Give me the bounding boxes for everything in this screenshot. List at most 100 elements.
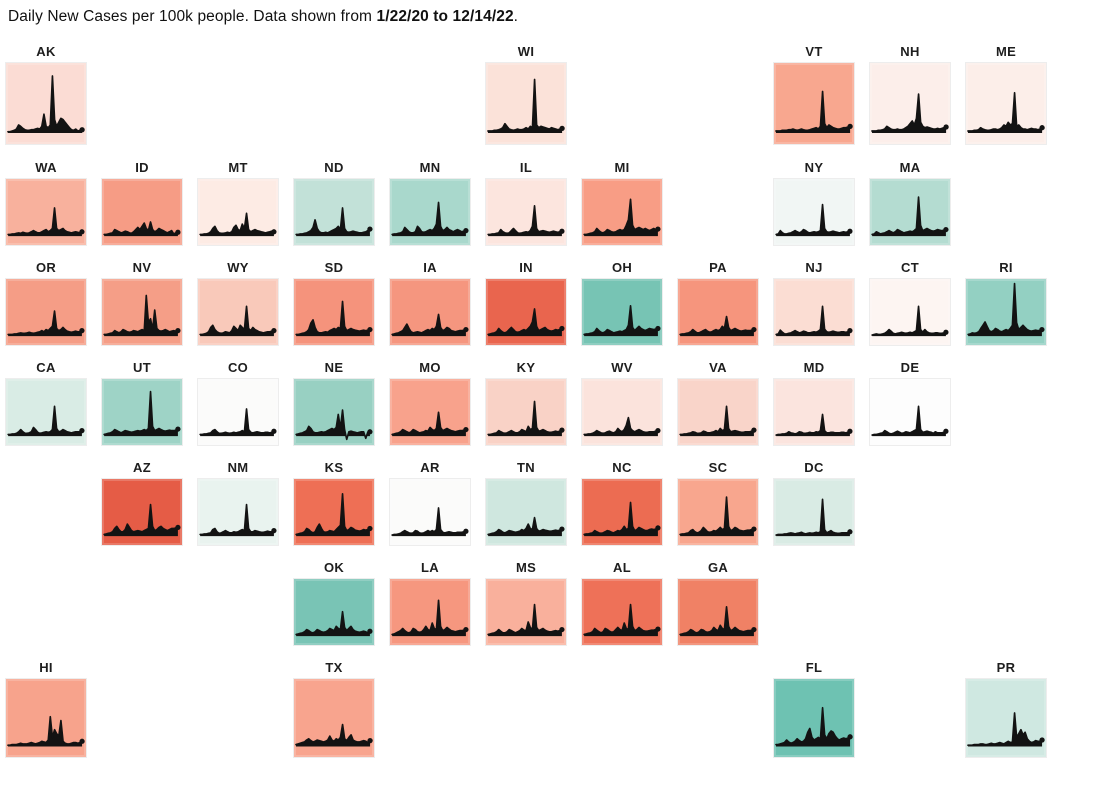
state-sparkline[interactable] — [293, 478, 375, 546]
state-sparkline[interactable] — [485, 62, 567, 145]
state-label: TX — [325, 660, 343, 675]
state-sparkline[interactable] — [965, 62, 1047, 145]
state-sparkline[interactable] — [197, 178, 279, 246]
state-sparkline[interactable] — [869, 178, 951, 246]
state-sparkline[interactable] — [389, 378, 471, 446]
state-sparkline[interactable] — [101, 378, 183, 446]
state-sparkline[interactable] — [773, 278, 855, 346]
endpoint-dot — [655, 525, 661, 531]
state-sparkline[interactable] — [485, 278, 567, 346]
state-sparkline[interactable] — [389, 178, 471, 246]
state-sparkline[interactable] — [581, 278, 663, 346]
state-sparkline[interactable] — [581, 478, 663, 546]
state-sparkline[interactable] — [773, 378, 855, 446]
state-sparkline[interactable] — [773, 178, 855, 246]
sparkline-fill — [8, 311, 82, 337]
state-sparkline[interactable] — [773, 478, 855, 546]
state-sparkline[interactable] — [101, 478, 183, 546]
state-sparkline[interactable] — [773, 678, 855, 758]
state-sparkline[interactable] — [581, 378, 663, 446]
sparkline-fill — [104, 504, 178, 537]
state-sparkline[interactable] — [389, 278, 471, 346]
state-tile: WI — [485, 44, 567, 145]
state-sparkline[interactable] — [5, 278, 87, 346]
state-sparkline[interactable] — [389, 478, 471, 546]
sparkline-line — [199, 408, 275, 436]
state-sparkline[interactable] — [293, 678, 375, 758]
sparkline-line — [295, 723, 371, 746]
state-sparkline[interactable] — [869, 278, 951, 346]
sparkline-line — [487, 603, 563, 636]
state-sparkline[interactable] — [869, 62, 951, 145]
state-sparkline[interactable] — [485, 478, 567, 546]
endpoint-dot — [559, 427, 565, 433]
endpoint-dot — [559, 325, 565, 332]
state-sparkline[interactable] — [869, 378, 951, 446]
state-sparkline[interactable] — [197, 378, 279, 446]
sparkline-line — [295, 610, 371, 636]
endpoint-dot — [463, 426, 469, 433]
state-sparkline[interactable] — [677, 278, 759, 346]
endpoint-dot — [847, 428, 853, 434]
state-tile: NM — [197, 460, 279, 546]
state-tile: IN — [485, 260, 567, 346]
endpoint-dot — [463, 326, 469, 333]
sparkline-line — [775, 90, 851, 132]
state-sparkline[interactable] — [101, 278, 183, 346]
title-period: . — [513, 8, 519, 25]
sparkline-line — [871, 405, 947, 436]
state-sparkline[interactable] — [677, 478, 759, 546]
state-sparkline[interactable] — [485, 578, 567, 646]
state-sparkline[interactable] — [485, 378, 567, 446]
sparkline-line — [775, 203, 851, 236]
state-label: NJ — [805, 260, 823, 275]
endpoint-dot — [271, 328, 277, 334]
state-sparkline[interactable] — [293, 178, 375, 246]
state-label: ME — [995, 44, 1017, 59]
state-sparkline[interactable] — [293, 578, 375, 646]
state-sparkline[interactable] — [5, 678, 87, 758]
state-label: DC — [804, 460, 824, 475]
state-tile: WA — [5, 160, 87, 246]
state-tile: IL — [485, 160, 567, 246]
state-tile: GA — [677, 560, 759, 646]
state-sparkline[interactable] — [5, 62, 87, 145]
state-sparkline[interactable] — [293, 378, 375, 446]
endpoint-dot — [655, 325, 661, 332]
sparkline-line — [103, 294, 179, 336]
sparkline-line — [775, 413, 851, 436]
state-sparkline[interactable] — [581, 578, 663, 646]
sparkline-line — [583, 416, 659, 436]
sparkline-fill — [392, 507, 466, 537]
sparkline-fill — [296, 410, 370, 440]
endpoint-dot — [1039, 326, 1045, 333]
state-sparkline[interactable] — [677, 578, 759, 646]
sparkline-line — [775, 706, 851, 746]
sparkline-fill — [776, 414, 850, 437]
state-label: CO — [227, 360, 249, 375]
state-sparkline[interactable] — [293, 278, 375, 346]
state-label: AZ — [133, 460, 151, 475]
endpoint-dot — [847, 123, 853, 129]
state-sparkline[interactable] — [101, 178, 183, 246]
state-sparkline[interactable] — [485, 178, 567, 246]
state-sparkline[interactable] — [965, 678, 1047, 758]
state-label: TN — [517, 460, 535, 475]
sparkline-fill — [776, 306, 850, 337]
state-sparkline[interactable] — [197, 278, 279, 346]
state-sparkline[interactable] — [581, 178, 663, 246]
state-sparkline[interactable] — [389, 578, 471, 646]
state-sparkline[interactable] — [773, 62, 855, 145]
endpoint-dot — [271, 428, 277, 434]
sparkline-fill — [488, 308, 562, 337]
state-sparkline[interactable] — [965, 278, 1047, 346]
sparkline-line — [7, 207, 83, 236]
state-tile: CO — [197, 360, 279, 446]
state-tile: WY — [197, 260, 279, 346]
sparkline-fill — [967, 92, 1043, 134]
sparkline-line — [871, 93, 947, 132]
state-sparkline[interactable] — [677, 378, 759, 446]
state-sparkline[interactable] — [197, 478, 279, 546]
state-sparkline[interactable] — [5, 378, 87, 446]
state-sparkline[interactable] — [5, 178, 87, 246]
